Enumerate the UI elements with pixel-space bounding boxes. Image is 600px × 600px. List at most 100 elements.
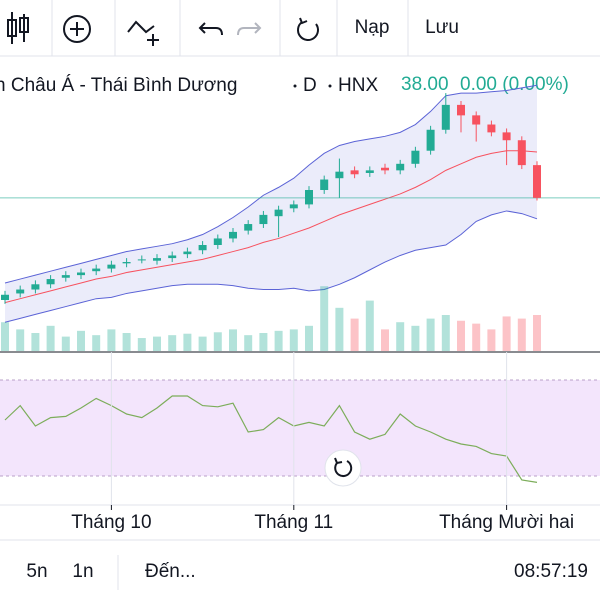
band-line [4,84,538,284]
band-area [5,85,537,323]
separator-dot [328,84,332,88]
volume-bar [274,330,283,351]
candle-body [259,214,268,225]
volume-bar [168,335,177,351]
candle-body [137,259,146,261]
candle-body [441,104,450,130]
volume-bar [16,329,25,351]
exchange: HNX [338,75,378,96]
candle-body [244,224,253,231]
volume-bar [472,323,481,351]
candle-body [274,209,283,217]
volume-bar [153,336,161,351]
band-line [4,210,538,323]
volume-bar [502,316,511,351]
volume-bar [533,315,541,351]
volume-bar [198,336,207,351]
volume-bar [411,325,420,351]
candle-body [517,140,526,166]
reset-zoom-button[interactable] [324,449,362,487]
volume-bar [183,333,192,351]
indicator-button[interactable] [127,20,159,46]
last-price: 38.00 [401,74,449,95]
volume-bar [46,325,55,351]
candle-body [381,167,389,171]
candle-body [305,190,313,205]
reset-button[interactable] [297,17,319,41]
candle-body [46,279,55,285]
redo-button[interactable] [237,22,262,36]
candle-body [426,129,435,151]
candle-body [335,171,344,179]
chart-type-button[interactable] [7,12,29,44]
range-button[interactable]: 1n [72,561,93,582]
volume-bar [1,322,9,351]
candle-body [320,179,329,190]
volume-bar [92,335,101,351]
volume-bar [381,329,389,351]
toolbar-separators [0,0,600,57]
candle-body [533,165,541,198]
volume-bar [213,332,222,351]
candle-body [183,251,192,255]
volume-bar [517,318,526,351]
volume-bar [335,307,344,351]
load-button[interactable]: Nạp [355,17,390,38]
volume-bar [137,338,146,351]
rsi-band [0,380,600,476]
candle-body [487,124,496,133]
x-tick-label: Tháng 10 [71,512,151,533]
band-middle [4,150,538,304]
x-axis: Tháng 10 Tháng 11 Tháng Mười hai [71,352,574,533]
candle-body [396,163,405,171]
rsi-pane [4,395,538,483]
volume-bar [259,333,268,351]
rsi-line [4,395,538,483]
candle-body [31,284,40,290]
save-button[interactable]: Lưu [425,17,459,38]
volume-bar [229,329,237,351]
plot [0,84,600,351]
candle-body [365,170,374,173]
candle-body [289,204,298,209]
volume-bar [305,325,313,351]
candle-body [229,231,237,239]
add-button[interactable] [63,15,91,43]
candle-body [107,264,116,269]
candle-body [350,170,359,175]
candle-body [198,245,207,251]
undo-button[interactable] [198,22,223,36]
volume-bar [122,333,131,351]
candle-body [122,262,131,264]
volume-bar [31,333,40,351]
volume-bar [61,336,70,351]
price-change: 0.00 (0.00%) [460,74,569,95]
volume-bar [441,315,450,351]
clock: 08:57:19 [514,561,588,582]
volume-bar [396,322,405,351]
volume-bar [77,330,85,351]
candle-body [16,289,25,294]
volume-bar [107,329,116,351]
volume-bar [457,320,465,351]
candle-body [153,258,161,261]
toolbar [0,0,600,57]
range-button[interactable]: 5n [26,561,47,582]
volume-bar [365,300,374,351]
interval: D [303,75,317,96]
volume-bar [350,318,359,351]
symbol-name: n Châu Á - Thái Bình Dương [0,75,237,96]
x-tick-label: Tháng 11 [254,512,333,533]
goto-button[interactable]: Đến... [145,561,196,582]
volume-bar [487,329,496,351]
candle-body [457,104,465,116]
candle-body [168,255,177,259]
volume-bar [426,318,435,351]
candle-body [502,132,511,141]
candle-body [92,268,101,272]
candle-body [472,115,481,125]
candle-body [77,272,85,276]
candle-body [1,294,9,300]
